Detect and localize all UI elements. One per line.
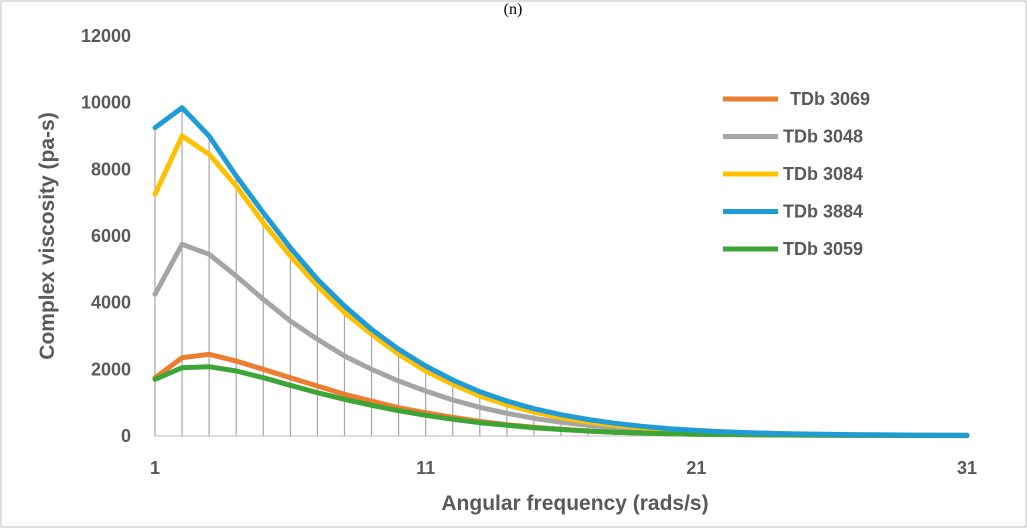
y-tick-label: 2000 [91, 359, 131, 379]
y-axis-title: Complex viscosity (pa-s) [36, 112, 59, 359]
y-tick-label: 10000 [81, 93, 131, 113]
series-lines [152, 105, 970, 439]
legend-label: TDb 3048 [783, 127, 863, 147]
y-tick-label: 4000 [91, 293, 131, 313]
legend: TDb 3069 TDb 3048 TDb 3084 TDb 3884 TDb 3059 [723, 89, 870, 259]
series-line-tdb-3884 [152, 105, 970, 438]
y-tick-label: 8000 [91, 159, 131, 179]
x-tick-label: 11 [416, 458, 435, 478]
y-tick-label: 12000 [81, 26, 131, 46]
legend-label: TDb 3084 [783, 164, 863, 184]
legend-label: TDb 3884 [783, 202, 863, 222]
x-axis-title: Angular frequency (rads/s) [441, 492, 708, 515]
x-tick-label: 21 [686, 458, 706, 478]
y-tick-label: 6000 [91, 226, 131, 246]
panel-label: (n) [504, 1, 523, 18]
legend-label: TDb 3069 [790, 89, 870, 109]
legend-label: TDb 3059 [783, 239, 863, 259]
x-tick-label: 31 [957, 458, 977, 478]
y-tick-label: 0 [121, 426, 131, 446]
x-tick-label: 1 [150, 458, 160, 478]
